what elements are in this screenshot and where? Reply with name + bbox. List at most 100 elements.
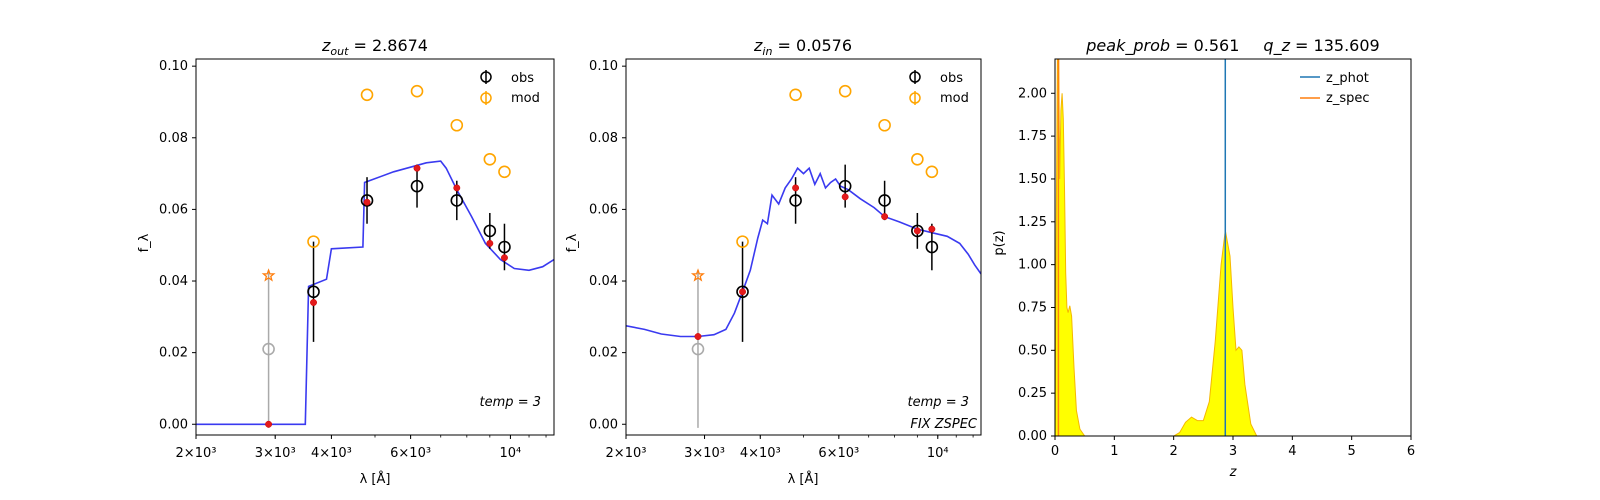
obs-point-1	[736, 285, 749, 299]
y-tick-label: 2.00	[1018, 86, 1047, 101]
x-tick-label: 2×10³	[606, 446, 647, 461]
obs-point-6	[498, 240, 511, 254]
mod-point-1	[360, 88, 374, 102]
y-tick-label: 1.50	[1018, 172, 1047, 187]
model-flux-point-5	[486, 239, 494, 247]
legend-mod-marker	[909, 91, 921, 105]
obs-point-2	[789, 194, 802, 207]
star-marker	[261, 268, 276, 282]
obs-point-6	[925, 240, 939, 254]
y-tick-label: 0.02	[589, 346, 618, 361]
y-tick-label: 0.10	[159, 59, 188, 74]
model-flux-point-0	[694, 333, 702, 340]
x-tick-label: 4×10³	[311, 446, 352, 461]
obs-point-1	[307, 285, 320, 299]
model-flux-point-2	[792, 184, 800, 192]
legend-z-spec-label: z_spec	[1326, 91, 1370, 106]
x-tick-label: 6	[1407, 444, 1415, 459]
obs-point-3	[410, 179, 424, 193]
y-tick-label: 0.02	[159, 346, 188, 361]
legend-obs-marker	[909, 70, 921, 84]
annotation-fix-zspec: FIX ZSPEC	[910, 417, 978, 432]
plot-area	[626, 84, 981, 428]
mod-point-5	[925, 165, 939, 179]
legend-mod-marker	[480, 91, 492, 105]
x-tick-label: 4×10³	[740, 446, 781, 461]
model-flux-point-3	[413, 164, 421, 172]
axes-frame	[195, 58, 555, 436]
mod-point-3	[878, 118, 891, 132]
model-flux-point-1	[739, 288, 746, 296]
y-tick-label: 1.00	[1018, 258, 1047, 273]
y-tick-label: 0.04	[159, 274, 188, 289]
legend: z_phot z_spec	[1300, 71, 1370, 106]
mod-point-4	[483, 152, 497, 166]
model-flux-point-5	[913, 227, 921, 235]
obs-point-4	[878, 194, 891, 207]
y-tick-label: 0.04	[589, 274, 618, 289]
x-axis-label: z	[1229, 465, 1238, 480]
legend: obs mod	[480, 70, 540, 106]
obs-point-0	[262, 342, 275, 356]
legend-obs-label: obs	[511, 71, 534, 86]
plot-area	[1055, 59, 1352, 436]
panel-title-zout: zout = 2.8674	[321, 36, 428, 58]
y-tick-label: 0.75	[1018, 300, 1047, 315]
y-axis-label: p(z)	[992, 230, 1007, 255]
y-axis-label: f_λ	[137, 233, 152, 252]
x-tick-label: 2	[1170, 444, 1178, 459]
model-flux-point-3	[841, 193, 849, 201]
mod-point-3	[450, 118, 464, 132]
y-tick-label: 0.50	[1018, 343, 1047, 358]
y-tick-label: 0.00	[159, 417, 188, 432]
model-flux-point-2	[363, 198, 371, 206]
legend-z-phot-label: z_phot	[1326, 71, 1369, 86]
obs-point-4	[450, 194, 464, 207]
y-tick-label: 0.00	[1018, 429, 1047, 444]
legend-obs-label: obs	[940, 71, 963, 86]
x-axis-label: λ [Å]	[788, 471, 819, 487]
y-tick-label: 0.00	[589, 417, 618, 432]
plot-area	[196, 84, 554, 428]
x-tick-label: 6×10³	[818, 446, 859, 461]
panel-pz: peak_prob = 0.561 q_z = 135.609 z p(z) z_…	[992, 36, 1415, 480]
star-marker	[690, 268, 705, 282]
panel-title-zin: zin = 0.0576	[753, 36, 852, 58]
legend-mod-label: mod	[511, 91, 540, 106]
mod-point-1	[789, 88, 802, 102]
x-tick-label: 3	[1229, 444, 1237, 459]
y-tick-label: 0.25	[1018, 386, 1047, 401]
model-flux-point-4	[881, 213, 889, 221]
x-axis-label: λ [Å]	[360, 471, 391, 487]
sed-curve	[626, 166, 981, 338]
obs-point-5	[483, 224, 497, 238]
x-tick-label: 0	[1051, 444, 1059, 459]
legend-obs-marker	[480, 70, 492, 84]
legend-mod-label: mod	[940, 91, 969, 106]
model-flux-point-4	[453, 184, 461, 192]
sed-curve	[196, 160, 554, 426]
model-flux-point-6	[928, 225, 936, 233]
model-flux-point-1	[310, 299, 317, 306]
y-tick-label: 1.25	[1018, 215, 1047, 230]
x-tick-label: 10⁴	[927, 446, 949, 461]
mod-point-2	[410, 84, 424, 98]
y-tick-label: 0.06	[159, 202, 188, 217]
mod-point-4	[911, 152, 924, 166]
annotation-temp: temp = 3	[480, 395, 541, 410]
mod-point-2	[838, 84, 852, 98]
mod-point-0	[307, 235, 320, 248]
x-tick-label: 10⁴	[500, 446, 522, 461]
obs-point-2	[360, 194, 374, 207]
x-tick-label: 1	[1110, 444, 1118, 459]
y-tick-label: 0.06	[589, 202, 618, 217]
pz-curve	[1055, 59, 1352, 436]
x-tick-label: 4	[1288, 444, 1296, 459]
mod-point-5	[498, 165, 511, 179]
panel-sed-zout: zout = 2.8674 λ [Å] f_λ obs mod temp = 3…	[137, 36, 555, 487]
obs-point-5	[911, 224, 924, 238]
x-tick-label: 2×10³	[176, 446, 217, 461]
panel-title-pz: peak_prob = 0.561 q_z = 135.609	[1085, 36, 1379, 56]
x-tick-label: 6×10³	[390, 446, 431, 461]
